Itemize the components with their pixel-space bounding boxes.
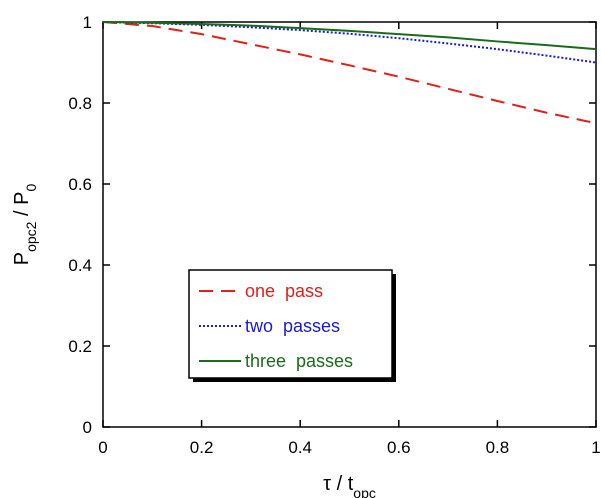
y-axis-label-part: 0: [23, 184, 39, 192]
series-line: [102, 21, 597, 125]
x-tick-label: 0.8: [486, 438, 510, 457]
x-axis-label-part: τ / t: [323, 473, 354, 495]
x-tick-label: 1: [591, 438, 600, 457]
y-tick-label: 0.4: [68, 256, 92, 275]
y-tick-label: 0.8: [68, 94, 92, 113]
series-line: [102, 21, 597, 51]
y-tick-label: 0.6: [68, 175, 92, 194]
plot-frame: [102, 21, 597, 428]
y-tick-label: 0.2: [68, 337, 92, 356]
y-axis-label-part: / P: [11, 192, 33, 222]
legend-label: three passes: [245, 351, 353, 371]
y-axis-label: Popc2 / P0: [11, 184, 39, 266]
legend-label: two passes: [245, 316, 340, 336]
x-tick-label: 0.2: [190, 438, 214, 457]
x-tick-label: 0.4: [288, 438, 312, 457]
series-line: [102, 21, 597, 64]
y-axis-label-part: opc2: [23, 221, 39, 252]
x-axis-label: τ / topc: [323, 473, 376, 498]
legend-label: one pass: [245, 281, 323, 301]
y-tick-label: 1: [83, 13, 92, 32]
y-axis-label-part: P: [11, 252, 33, 265]
x-axis-label-part: opc: [353, 485, 376, 498]
y-tick-label: 0: [83, 418, 92, 437]
x-tick-label: 0: [98, 438, 107, 457]
x-tick-label: 0.6: [387, 438, 411, 457]
